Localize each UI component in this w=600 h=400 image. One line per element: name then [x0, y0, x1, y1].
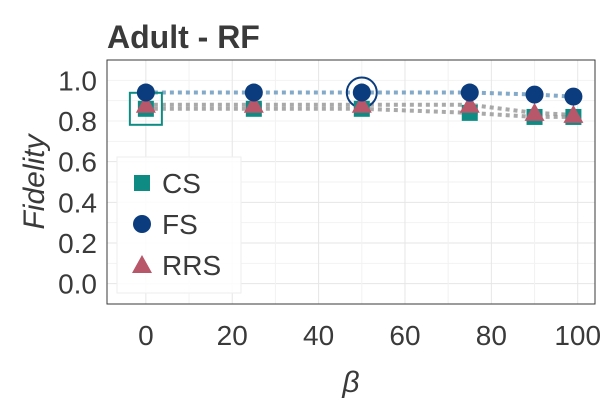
data-point-rrs [459, 94, 480, 113]
x-tick-label: 20 [217, 320, 248, 351]
plot-frame [106, 59, 596, 305]
data-point-fs [244, 83, 263, 102]
y-tick-label: 0.2 [58, 228, 97, 259]
y-tick-label: 0.0 [58, 269, 97, 300]
y-axis-label: Fidelity [18, 132, 51, 229]
series-markers [135, 83, 584, 125]
x-tick-label: 80 [476, 320, 507, 351]
y-tick-label: 0.8 [58, 106, 97, 137]
legend-label-fs: FS [162, 209, 198, 240]
ticks: 0 20 40 60 80 100 0.0 0.2 0.4 0.6 0.8 1.0 [58, 65, 600, 351]
legend-marker-cs [134, 175, 150, 191]
x-tick-label: 100 [554, 320, 600, 351]
data-point-rrs [351, 94, 372, 113]
data-point-fs [136, 83, 155, 102]
y-tick-label: 1.0 [58, 65, 97, 96]
x-tick-label: 40 [303, 320, 334, 351]
legend-marker-rrs [132, 255, 152, 273]
legend-label-rrs: RRS [162, 250, 221, 281]
legend-marker-fs [133, 215, 151, 233]
data-point-fs [352, 83, 371, 102]
data-point-fs [564, 87, 583, 106]
data-point-fs [525, 85, 544, 104]
data-point-rrs [135, 94, 156, 113]
data-point-rrs [524, 102, 545, 121]
chart-title: Adult - RF [107, 19, 260, 55]
data-point-fs [460, 83, 479, 102]
x-tick-label: 0 [138, 320, 154, 351]
x-tick-label: 60 [389, 320, 420, 351]
legend-label-cs: CS [162, 168, 201, 199]
y-tick-label: 0.4 [58, 187, 97, 218]
legend: CS FS RRS [116, 156, 242, 294]
data-point-rrs [563, 104, 584, 123]
data-point-rrs [243, 94, 264, 113]
y-tick-label: 0.6 [58, 147, 97, 178]
x-axis-label: β [341, 366, 359, 399]
